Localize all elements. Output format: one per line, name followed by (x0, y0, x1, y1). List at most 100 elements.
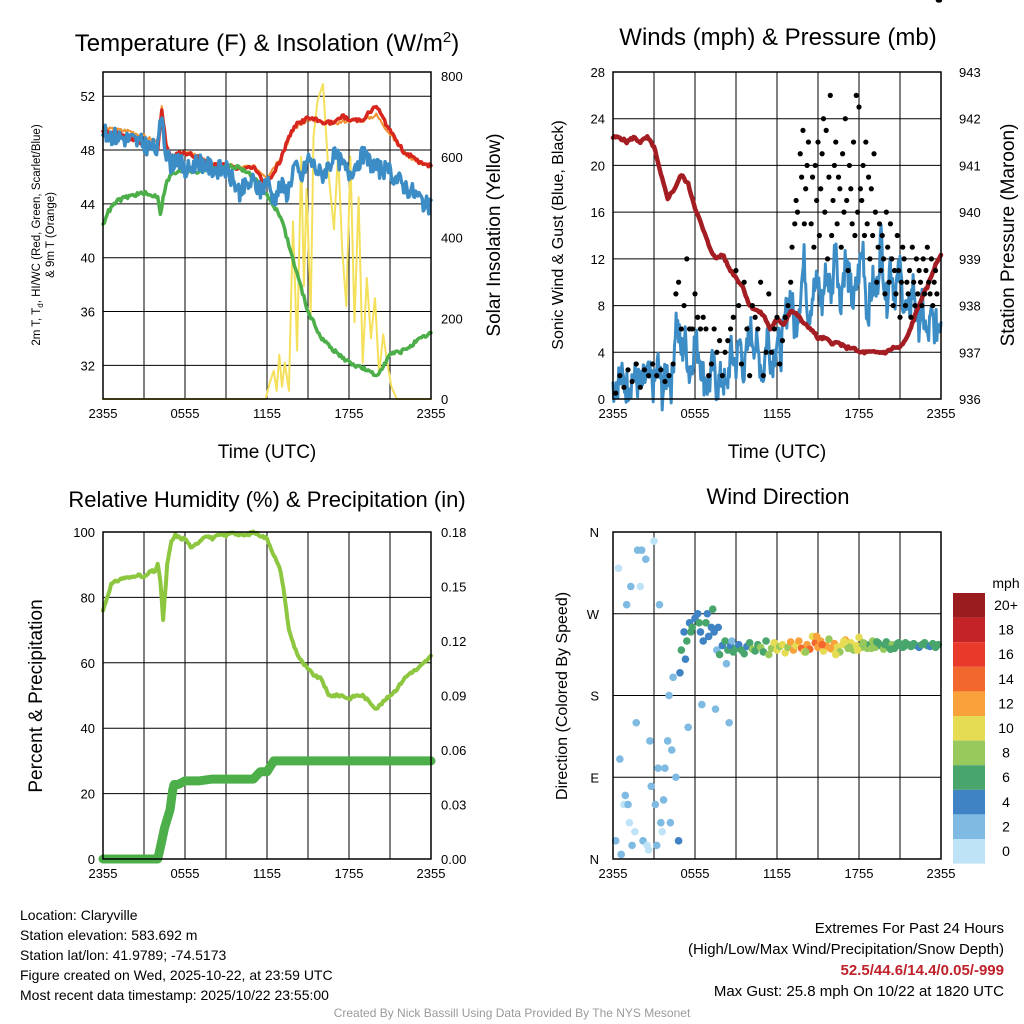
direction-point (934, 640, 943, 649)
direction-point (740, 649, 748, 658)
x-tick-label: 2355 (89, 866, 118, 881)
direction-point (696, 628, 705, 636)
direction-point (725, 718, 733, 727)
x-tick-label: 1155 (763, 866, 791, 881)
gust-point (695, 314, 701, 320)
gust-point (919, 302, 925, 309)
direction-point (886, 645, 895, 653)
gust-point (768, 349, 775, 355)
gust-point (719, 373, 725, 379)
direction-point (652, 841, 661, 850)
gust-point (852, 232, 858, 239)
gust-point (855, 209, 861, 215)
gust-point (738, 361, 745, 367)
direction-point (611, 837, 620, 845)
y-tick-label: W (587, 607, 600, 622)
gust-point (826, 174, 832, 180)
gust-point (711, 326, 717, 332)
gust-point (859, 197, 865, 204)
gust-point (670, 361, 676, 367)
gust-point (867, 256, 873, 262)
legend-title: mph (992, 575, 1019, 591)
y-tick-label: 44 (81, 197, 95, 212)
gust-point (883, 209, 889, 215)
gust-point (733, 267, 739, 274)
y-axis-label: Percent & Precipitation (26, 599, 47, 792)
chart-title: Wind Direction (706, 484, 849, 509)
gust-point (794, 209, 801, 215)
legend-swatch (953, 642, 985, 667)
direction-point (711, 705, 720, 713)
y2-tick-label: 0.12 (441, 634, 466, 649)
gust-point (771, 326, 777, 332)
direction-point (622, 600, 631, 609)
gust-point (876, 221, 883, 227)
y-tick-label: 16 (591, 205, 605, 220)
gust-point (714, 349, 720, 355)
y-axis-label-sub: d (36, 303, 45, 307)
direction-point (693, 609, 702, 618)
gust-point (805, 139, 812, 145)
series-line-td (101, 163, 433, 378)
y2-tick-label: 941 (959, 158, 981, 173)
direction-point (695, 619, 703, 627)
y-tick-label: 0 (598, 392, 605, 407)
y2-tick-label: 937 (959, 345, 981, 360)
y2-tick-label: 942 (959, 112, 981, 127)
gust-point (864, 221, 870, 227)
gust-point (931, 279, 937, 285)
gust-point (741, 279, 747, 285)
direction-point (680, 628, 688, 636)
direction-point (770, 639, 779, 647)
gust-point (860, 162, 866, 169)
y-tick-label: 24 (591, 112, 605, 127)
legend-label: 2 (1002, 818, 1010, 834)
direction-point (669, 673, 677, 682)
gust-point (856, 104, 862, 110)
direction-point (765, 650, 773, 659)
direction-point (708, 605, 717, 614)
y-axis-label-line2: & 9m T (Orange) (45, 192, 57, 278)
gust-point (870, 232, 876, 239)
elevation-text: Station elevation: 583.692 m (20, 927, 198, 943)
direction-point (702, 619, 710, 627)
y2-tick-label: 600 (441, 150, 463, 165)
y-tick-label: 36 (81, 305, 95, 320)
gust-point (629, 378, 635, 385)
gust-point (908, 314, 914, 320)
y-tick-label: 80 (81, 590, 95, 605)
gust-point (922, 291, 928, 297)
gust-point (913, 256, 920, 262)
created-text: Figure created on Wed, 2025-10-22, at 23… (20, 967, 333, 983)
gust-point (760, 373, 766, 379)
direction-point (751, 647, 759, 655)
gust-point (823, 127, 829, 133)
x-tick-label: 2355 (417, 406, 446, 421)
y-tick-label: 20 (591, 158, 605, 173)
direction-point (674, 837, 683, 845)
gust-point (736, 302, 742, 309)
gust-point (889, 256, 895, 262)
gust-point (846, 162, 853, 169)
y-tick-label: 40 (81, 251, 95, 266)
gust-point (920, 256, 926, 262)
gust-point (797, 151, 803, 157)
gust-point (637, 384, 643, 390)
x-tick-label: 1755 (845, 866, 874, 881)
legend-swatch (953, 666, 985, 692)
y-tick-label: 4 (598, 345, 605, 360)
y-axis-label-part: , HI/WC (Red, Green, Scarlet/Blue) (31, 124, 43, 303)
gust-point (673, 291, 679, 297)
direction-point (636, 582, 645, 591)
legend-label: 14 (998, 671, 1014, 687)
gust-point (755, 326, 761, 332)
gust-point (872, 209, 879, 215)
direction-point (703, 609, 712, 618)
gust-point (803, 186, 809, 192)
y-axis-label: Direction (Colored By Speed) (554, 592, 571, 800)
y-tick-label: 32 (81, 358, 95, 373)
recent-data-text: Most recent data timestamp: 2025/10/22 2… (20, 987, 329, 1003)
gust-point (928, 256, 935, 262)
y-axis-label-part: 2m T, T (31, 308, 43, 346)
